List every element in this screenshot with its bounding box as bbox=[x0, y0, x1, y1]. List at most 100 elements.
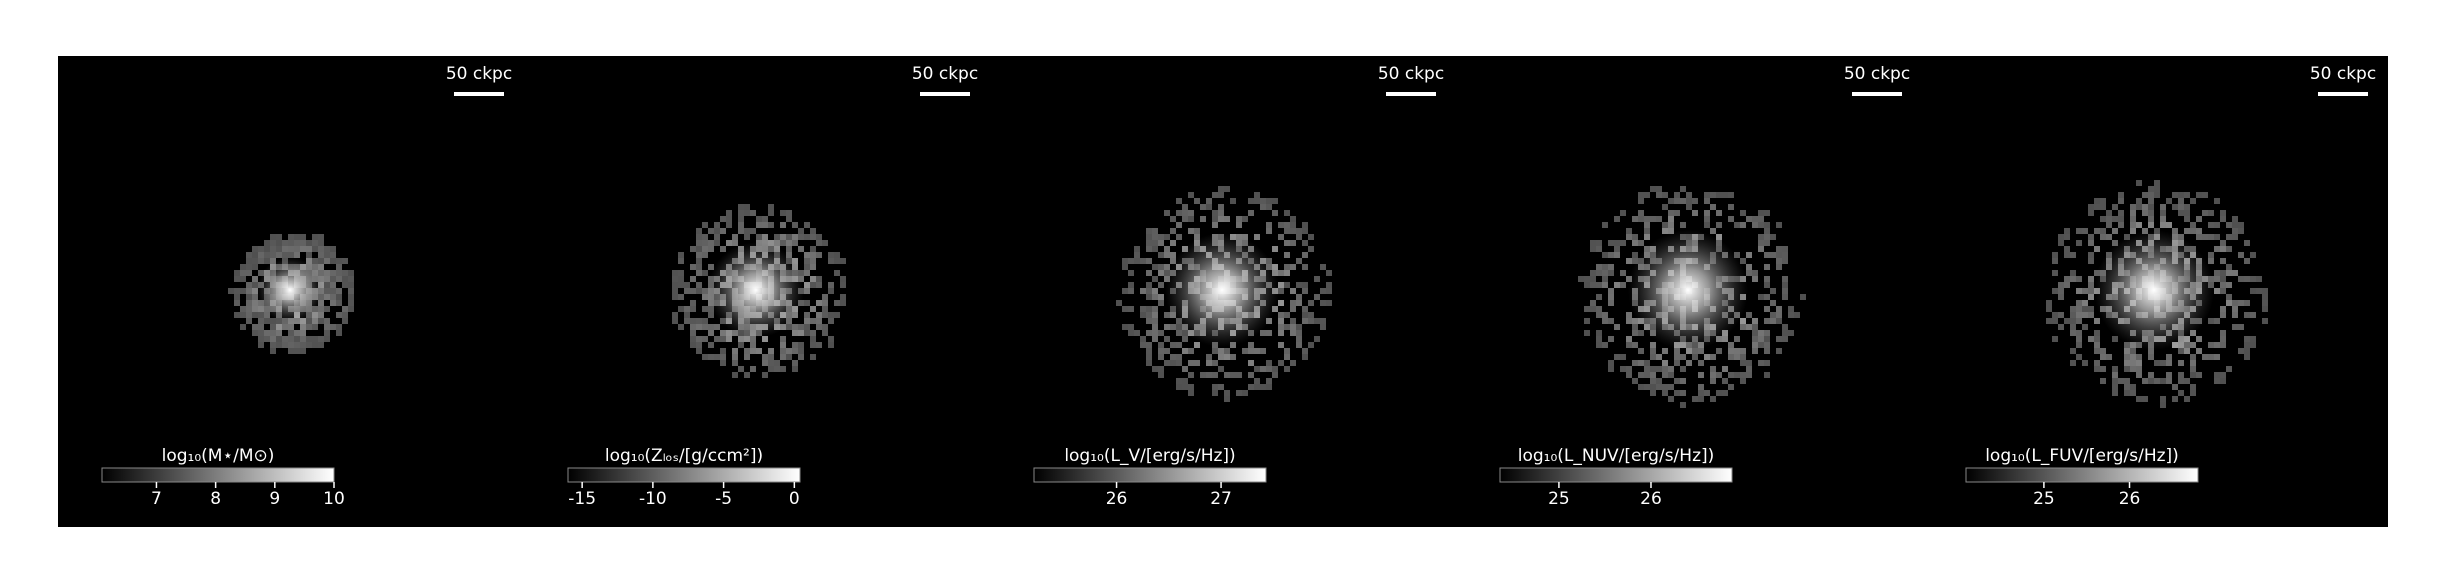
image-pixel bbox=[762, 360, 768, 366]
image-pixel bbox=[2220, 276, 2226, 282]
image-pixel bbox=[2106, 222, 2112, 228]
image-pixel bbox=[1668, 210, 1674, 216]
image-pixel bbox=[2226, 282, 2232, 288]
image-pixel bbox=[1668, 372, 1674, 378]
image-pixel bbox=[1692, 396, 1698, 402]
image-pixel bbox=[1710, 366, 1716, 372]
panel: 50 ckpc log₁₀(M⋆/M⊙) 7 8 9 10 bbox=[58, 56, 525, 527]
image-pixel bbox=[1164, 252, 1170, 258]
image-pixel bbox=[804, 258, 810, 264]
image-pixel bbox=[1116, 300, 1122, 306]
image-pixel bbox=[2070, 252, 2076, 258]
image-pixel bbox=[1260, 366, 1266, 372]
image-pixel bbox=[810, 354, 816, 360]
image-pixel bbox=[690, 246, 696, 252]
image-pixel bbox=[2244, 342, 2250, 348]
image-pixel bbox=[816, 234, 822, 240]
image-pixel bbox=[1626, 228, 1632, 234]
image-pixel bbox=[1704, 390, 1710, 396]
image-pixel bbox=[2262, 318, 2268, 324]
image-pixel bbox=[234, 294, 240, 300]
image-pixel bbox=[2166, 354, 2172, 360]
image-pixel bbox=[2208, 258, 2214, 264]
image-pixel bbox=[1746, 216, 1752, 222]
image-pixel bbox=[1764, 294, 1770, 300]
image-pixel bbox=[744, 210, 750, 216]
image-pixel bbox=[1134, 246, 1140, 252]
image-pixel bbox=[324, 324, 330, 330]
image-pixel bbox=[2112, 240, 2118, 246]
image-pixel bbox=[2214, 234, 2220, 240]
image-pixel bbox=[318, 234, 324, 240]
image-pixel bbox=[1734, 348, 1740, 354]
image-pixel bbox=[276, 336, 282, 342]
image-pixel bbox=[1644, 384, 1650, 390]
image-pixel bbox=[798, 324, 804, 330]
image-pixel bbox=[1200, 372, 1206, 378]
image-pixel bbox=[1752, 348, 1758, 354]
image-pixel bbox=[804, 318, 810, 324]
image-pixel bbox=[1290, 240, 1296, 246]
image-pixel bbox=[1218, 210, 1224, 216]
image-pixel bbox=[2076, 240, 2082, 246]
image-pixel bbox=[2118, 210, 2124, 216]
image-pixel bbox=[1680, 354, 1686, 360]
image-pixel bbox=[2178, 204, 2184, 210]
colorbar-tick-label: 10 bbox=[323, 489, 345, 509]
image-pixel bbox=[1584, 282, 1590, 288]
image-pixel bbox=[1608, 294, 1614, 300]
image-pixel bbox=[1128, 288, 1134, 294]
image-pixel bbox=[1740, 372, 1746, 378]
image-pixel bbox=[252, 312, 258, 318]
image-pixel bbox=[1632, 252, 1638, 258]
image-pixel bbox=[2076, 336, 2082, 342]
image-pixel bbox=[1632, 324, 1638, 330]
image-pixel bbox=[2088, 312, 2094, 318]
image-pixel bbox=[696, 228, 702, 234]
image-pixel bbox=[1710, 228, 1716, 234]
image-pixel bbox=[672, 312, 678, 318]
image-pixel bbox=[2160, 378, 2166, 384]
image-pixel bbox=[324, 252, 330, 258]
colorbar-tick-label: 26 bbox=[1106, 489, 1128, 509]
image-pixel bbox=[2214, 276, 2220, 282]
image-pixel bbox=[1650, 216, 1656, 222]
image-pixel bbox=[834, 300, 840, 306]
image-pixel bbox=[2058, 294, 2064, 300]
image-pixel bbox=[696, 246, 702, 252]
image-pixel bbox=[2052, 288, 2058, 294]
image-pixel bbox=[2136, 354, 2142, 360]
image-pixel bbox=[1254, 198, 1260, 204]
image-pixel bbox=[234, 288, 240, 294]
image-pixel bbox=[768, 204, 774, 210]
image-pixel bbox=[1728, 354, 1734, 360]
image-pixel bbox=[1212, 192, 1218, 198]
image-pixel bbox=[258, 336, 264, 342]
image-pixel bbox=[2226, 300, 2232, 306]
image-pixel bbox=[1212, 348, 1218, 354]
image-pixel bbox=[276, 342, 282, 348]
image-pixel bbox=[2118, 378, 2124, 384]
image-pixel bbox=[1248, 372, 1254, 378]
image-pixel bbox=[1218, 186, 1224, 192]
image-pixel bbox=[720, 354, 726, 360]
image-pixel bbox=[324, 318, 330, 324]
image-pixel bbox=[300, 318, 306, 324]
image-pixel bbox=[288, 330, 294, 336]
image-pixel bbox=[1698, 360, 1704, 366]
image-pixel bbox=[2130, 384, 2136, 390]
image-pixel bbox=[324, 258, 330, 264]
image-pixel bbox=[1308, 318, 1314, 324]
image-pixel bbox=[1644, 372, 1650, 378]
image-pixel bbox=[720, 360, 726, 366]
image-pixel bbox=[1248, 342, 1254, 348]
image-pixel bbox=[1188, 192, 1194, 198]
image-pixel bbox=[240, 288, 246, 294]
image-pixel bbox=[792, 342, 798, 348]
image-pixel bbox=[708, 342, 714, 348]
image-pixel bbox=[1716, 372, 1722, 378]
image-pixel bbox=[1608, 300, 1614, 306]
image-pixel bbox=[726, 210, 732, 216]
image-pixel bbox=[264, 312, 270, 318]
image-pixel bbox=[1164, 234, 1170, 240]
